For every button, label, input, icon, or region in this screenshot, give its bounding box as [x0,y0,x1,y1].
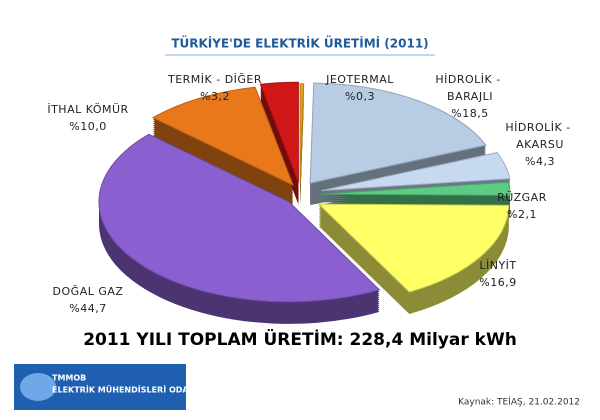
slice [309,82,487,184]
value-label: %2,1 [507,208,537,221]
value-label: %44,7 [69,302,106,315]
logo-emblem [20,373,56,401]
value-label: %4,3 [525,155,555,168]
value-label: %10,0 [69,120,106,133]
logo-title: TMMOB [52,374,86,383]
total-note: 2011 YILI TOPLAM ÜRETİM: 228,4 Milyar kW… [83,328,517,350]
category-label: DOĞAL GAZ [53,285,124,298]
slice [317,203,510,293]
category-label: JEOTERMAL [325,73,394,86]
slice [259,81,299,183]
slice [321,152,511,192]
category-label: HİDROLİK - BARAJLI [435,73,504,103]
category-label: RÜZGAR [497,191,547,204]
slice [98,133,381,303]
category-label: TERMİK - DİĞER [167,73,262,86]
pie: JEOTERMAL %0,3 HİDROLİK - BARAJLI %18,5 HİDR… [47,73,574,324]
category-label: LİNYİT [479,259,516,272]
value-label: %0,3 [345,90,375,103]
chart-title: TÜRKİYE'DE ELEKTRİK ÜRETİMİ (2011) [171,36,428,51]
value-label: %16,9 [479,276,516,289]
label-line: HİDROLİK - [435,73,504,86]
category-label: HİDROLİK - AKARSU [505,121,574,151]
category-label: İTHAL KÖMÜR [47,103,128,116]
logo-subtitle: ELEKTRİK MÜHENDİSLERİ ODASI [52,385,197,395]
slice [151,86,295,187]
label-line: BARAJLI [447,90,493,103]
label-line: AKARSU [516,138,564,151]
slice [299,83,305,184]
label-line: HİDROLİK - [505,121,574,134]
value-label: %3,2 [200,90,230,103]
source: Kaynak: TEİAŞ, 21.02.2012 [458,397,580,408]
value-label: %18,5 [451,107,488,120]
slice [319,181,511,196]
